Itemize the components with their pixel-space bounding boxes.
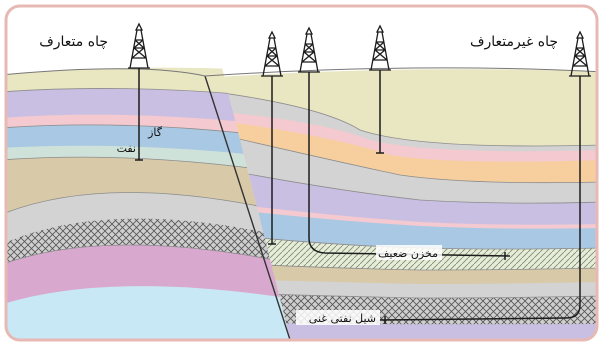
label-unconventional-well: چاه غیرمتعارف xyxy=(470,34,558,50)
derrick-icon xyxy=(128,22,150,69)
label-gas: گاز xyxy=(147,126,163,139)
derricks xyxy=(128,22,591,77)
left-block xyxy=(6,67,292,340)
derrick-icon xyxy=(298,26,320,73)
layer-purple-right xyxy=(205,322,597,340)
ground-surface xyxy=(6,67,597,77)
tight-reservoir-label-bg xyxy=(376,245,442,260)
fault-line xyxy=(204,75,293,340)
oil-shale-label-bg xyxy=(296,310,380,325)
well-horizontal-tight xyxy=(308,72,511,257)
layer-lightblue-left xyxy=(6,286,292,340)
label-oil-shale: شیل نفتی غنی xyxy=(309,312,376,325)
derrick-icon xyxy=(261,30,283,77)
frame-border xyxy=(4,4,599,342)
derrick-icon xyxy=(569,30,591,77)
well-horizontal-shale xyxy=(379,76,581,321)
label-conventional-well: چاه متعارف xyxy=(39,34,108,50)
derrick-icon xyxy=(369,24,391,71)
label-oil: نفت xyxy=(117,142,136,155)
wells xyxy=(135,68,581,324)
label-tight-reservoir: مخزن ضعیف xyxy=(378,247,438,260)
